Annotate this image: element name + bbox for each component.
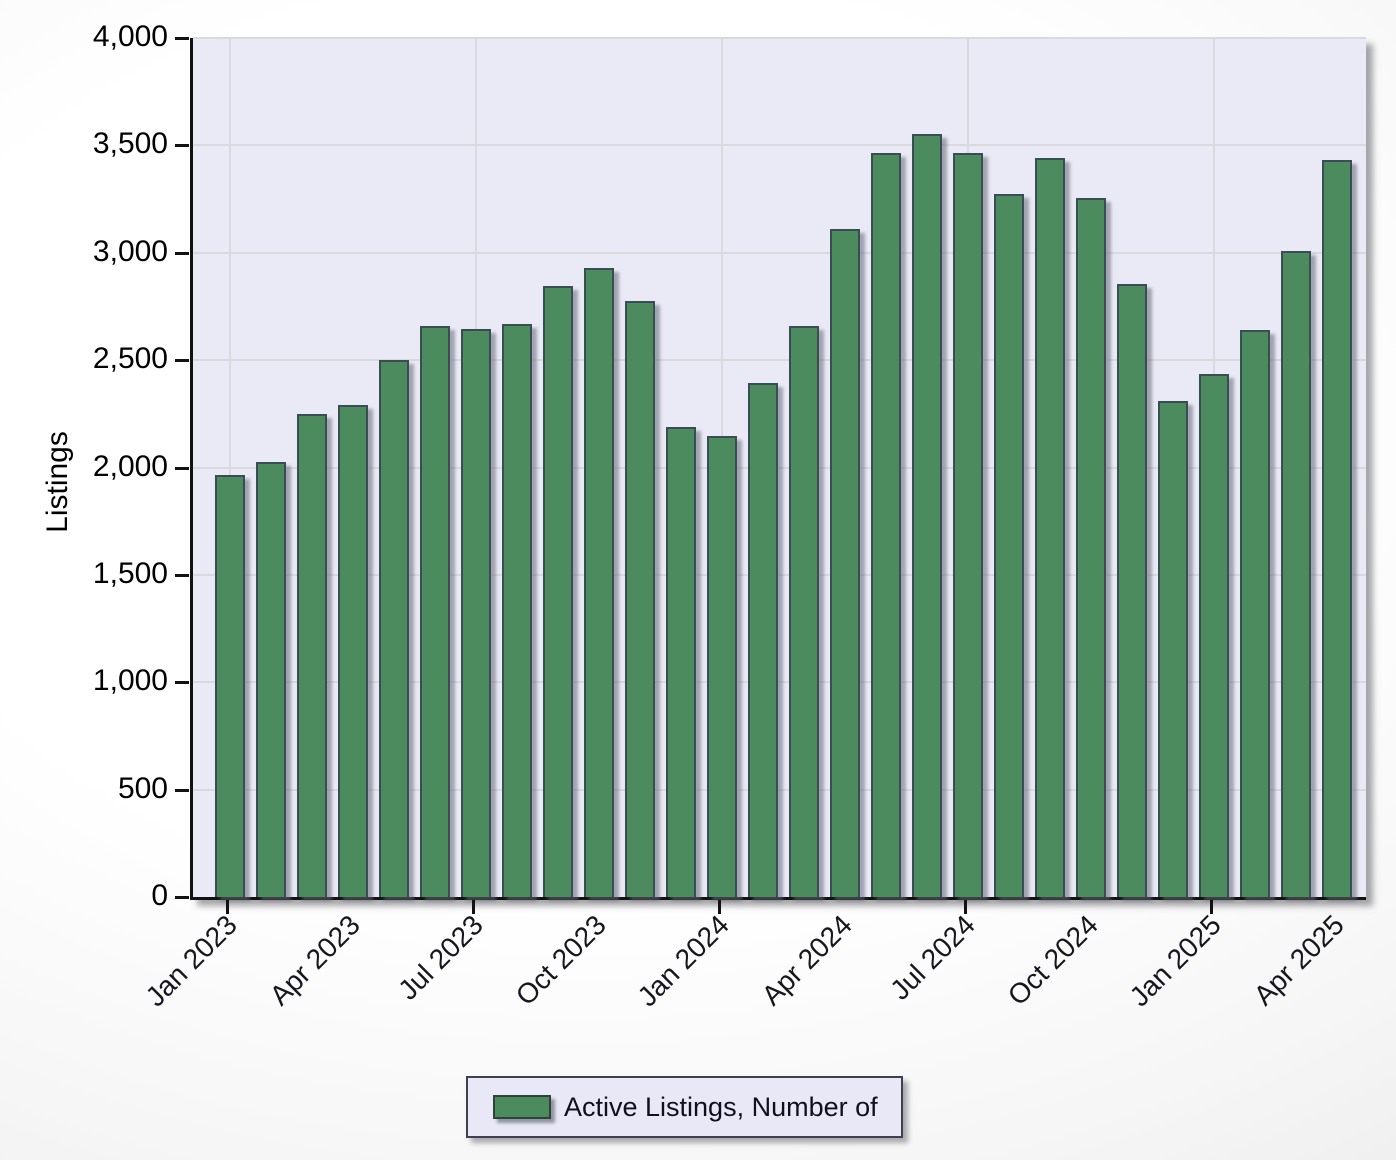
legend-swatch (493, 1095, 551, 1119)
bar-oct-2024 (1076, 198, 1106, 897)
bar-nov-2024 (1117, 283, 1147, 897)
x-axis-label: Jan 2023 (139, 909, 243, 1013)
y-axis-label: 4,000 (92, 20, 168, 53)
bar-sep-2023 (543, 286, 573, 897)
bar-apr-2023 (338, 405, 368, 897)
y-axis-label: 3,000 (92, 234, 168, 268)
bar-may-2024 (871, 152, 901, 897)
bar-apr-2025 (1322, 160, 1352, 897)
bar-mar-2025 (1281, 250, 1311, 897)
y-axis-label: 2,500 (92, 342, 168, 376)
horizontal-gridline (193, 251, 1366, 254)
bar-jul-2024 (953, 152, 983, 897)
x-axis-label: Apr 2025 (1247, 909, 1350, 1012)
bar-jan-2023 (215, 475, 245, 897)
bar-aug-2024 (994, 193, 1024, 897)
bar-feb-2025 (1240, 330, 1270, 897)
horizontal-gridline (193, 359, 1366, 362)
y-axis-tick (175, 788, 189, 792)
y-axis-tick (175, 37, 189, 40)
bar-feb-2024 (748, 382, 778, 897)
x-axis-label: Jul 2024 (884, 909, 981, 1006)
bar-jan-2024 (707, 436, 737, 897)
bar-dec-2023 (666, 426, 696, 897)
vertical-gridline (229, 38, 231, 897)
bar-jul-2023 (461, 329, 491, 897)
horizontal-gridline (193, 144, 1366, 147)
horizontal-gridline (193, 573, 1366, 576)
horizontal-gridline (193, 681, 1366, 684)
bar-jun-2024 (912, 133, 942, 897)
bar-apr-2024 (830, 229, 860, 897)
y-axis-label: 500 (117, 771, 168, 805)
x-axis-tick (472, 900, 475, 914)
y-axis-tick (175, 573, 189, 577)
bar-may-2023 (379, 360, 409, 897)
x-axis-tick (964, 900, 967, 914)
y-axis-tick (175, 359, 189, 363)
bar-jun-2023 (420, 325, 450, 897)
y-axis-label: 2,000 (92, 449, 168, 483)
y-axis-tick (175, 466, 189, 470)
bar-feb-2023 (256, 462, 286, 897)
bar-aug-2023 (502, 323, 532, 897)
x-axis-tick (718, 900, 721, 914)
x-axis-label: Jul 2023 (392, 909, 489, 1006)
x-axis-label: Jan 2025 (1123, 909, 1227, 1013)
horizontal-gridline (193, 466, 1366, 469)
x-axis-label: Apr 2023 (263, 909, 366, 1012)
horizontal-gridline (193, 37, 1366, 39)
y-axis-tick (175, 144, 189, 148)
y-axis-tick (175, 896, 189, 899)
y-axis-label: 1,000 (92, 664, 168, 698)
x-axis-tick (226, 900, 229, 914)
bar-jan-2025 (1199, 374, 1229, 897)
legend-label: Active Listings, Number of (564, 1091, 878, 1122)
y-axis-label: 3,500 (92, 127, 168, 161)
legend: Active Listings, Number of (466, 1076, 903, 1138)
bar-sep-2024 (1035, 158, 1065, 897)
x-axis-label: Apr 2024 (755, 909, 858, 1012)
horizontal-gridline (193, 788, 1366, 791)
y-axis-label: 1,500 (92, 556, 168, 590)
plot-area (190, 37, 1366, 900)
bar-oct-2023 (584, 267, 614, 897)
x-axis-label: Oct 2024 (1001, 909, 1104, 1012)
y-axis-label: 0 (151, 879, 168, 912)
bar-nov-2023 (625, 301, 655, 897)
y-axis-tick (175, 681, 189, 685)
bar-dec-2024 (1158, 400, 1188, 897)
y-axis-tick (175, 251, 189, 255)
bar-mar-2024 (789, 325, 819, 897)
x-axis-label: Jan 2024 (631, 909, 735, 1013)
x-axis-tick (1210, 900, 1213, 914)
x-axis-label: Oct 2023 (509, 909, 612, 1012)
bar-mar-2023 (297, 413, 327, 897)
